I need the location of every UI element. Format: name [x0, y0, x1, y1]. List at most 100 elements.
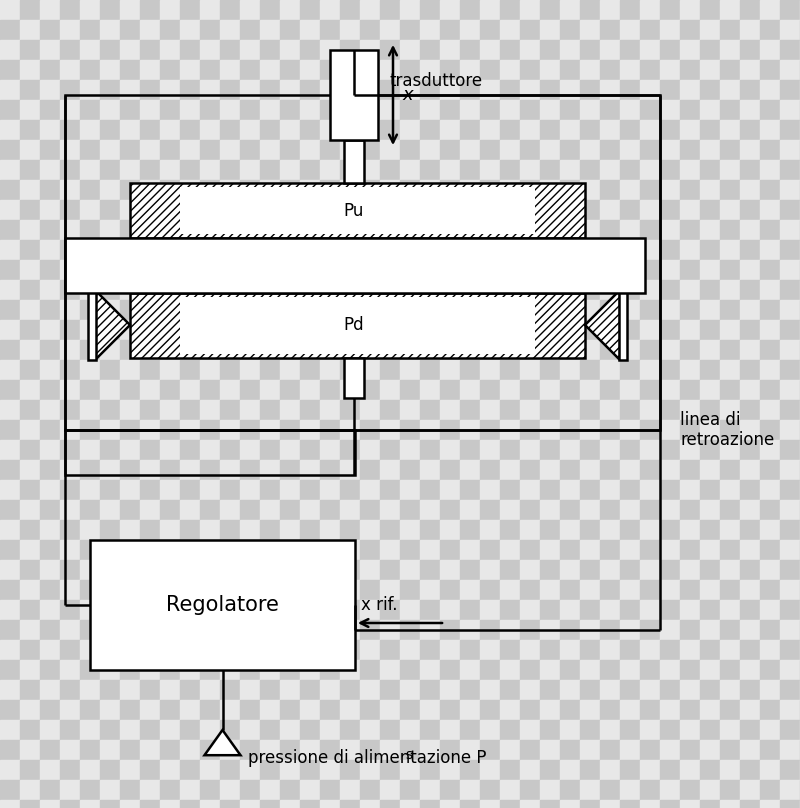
Bar: [660, 720, 680, 740]
Bar: [660, 240, 680, 260]
Bar: [220, 480, 240, 500]
Bar: [700, 320, 720, 340]
Bar: [0, 100, 20, 120]
Bar: [560, 760, 580, 780]
Bar: [180, 240, 200, 260]
Bar: [380, 720, 400, 740]
Bar: [640, 640, 660, 660]
Bar: [720, 400, 740, 420]
Bar: [240, 500, 260, 520]
Bar: [400, 300, 420, 320]
Bar: [740, 640, 760, 660]
Bar: [100, 200, 120, 220]
Bar: [300, 440, 320, 460]
Bar: [660, 340, 680, 360]
Bar: [20, 380, 40, 400]
Bar: [340, 300, 360, 320]
Bar: [280, 620, 300, 640]
Bar: [640, 660, 660, 680]
Bar: [40, 680, 60, 700]
Bar: [180, 600, 200, 620]
Bar: [260, 620, 280, 640]
Bar: [740, 720, 760, 740]
Bar: [100, 600, 120, 620]
Bar: [360, 540, 380, 560]
Bar: [20, 320, 40, 340]
Bar: [380, 20, 400, 40]
Bar: [100, 420, 120, 440]
Bar: [40, 120, 60, 140]
Bar: [180, 560, 200, 580]
Bar: [740, 700, 760, 720]
Bar: [60, 440, 80, 460]
Bar: [760, 440, 780, 460]
Bar: [340, 800, 360, 808]
Bar: [200, 720, 220, 740]
Bar: [220, 0, 240, 20]
Bar: [160, 100, 180, 120]
Bar: [160, 600, 180, 620]
Bar: [360, 440, 380, 460]
Bar: [780, 620, 800, 640]
Bar: [560, 180, 580, 200]
Bar: [220, 400, 240, 420]
Bar: [240, 40, 260, 60]
Bar: [180, 620, 200, 640]
Bar: [280, 480, 300, 500]
Bar: [340, 500, 360, 520]
Bar: [680, 800, 700, 808]
Bar: [400, 740, 420, 760]
Bar: [540, 340, 560, 360]
Text: x: x: [402, 86, 413, 104]
Bar: [720, 420, 740, 440]
Bar: [340, 740, 360, 760]
Bar: [200, 20, 220, 40]
Bar: [240, 160, 260, 180]
Bar: [120, 0, 140, 20]
Bar: [260, 360, 280, 380]
Bar: [340, 380, 360, 400]
Bar: [160, 260, 180, 280]
Bar: [20, 40, 40, 60]
Bar: [380, 320, 400, 340]
Bar: [160, 380, 180, 400]
Bar: [340, 360, 360, 380]
Bar: [200, 300, 220, 320]
Bar: [340, 40, 360, 60]
Bar: [660, 480, 680, 500]
Bar: [720, 0, 740, 20]
Bar: [600, 100, 620, 120]
Bar: [440, 0, 460, 20]
Bar: [780, 360, 800, 380]
Bar: [640, 760, 660, 780]
Bar: [300, 160, 320, 180]
Bar: [500, 580, 520, 600]
Bar: [40, 0, 60, 20]
Bar: [500, 700, 520, 720]
Bar: [740, 400, 760, 420]
Bar: [640, 60, 660, 80]
Bar: [680, 80, 700, 100]
Bar: [540, 740, 560, 760]
Bar: [80, 80, 100, 100]
Bar: [760, 480, 780, 500]
Bar: [700, 440, 720, 460]
Bar: [540, 660, 560, 680]
Bar: [80, 460, 100, 480]
Bar: [240, 360, 260, 380]
Bar: [20, 660, 40, 680]
Bar: [760, 560, 780, 580]
Bar: [220, 240, 240, 260]
Bar: [100, 240, 120, 260]
Bar: [740, 680, 760, 700]
Bar: [760, 380, 780, 400]
Bar: [600, 300, 620, 320]
Bar: [560, 780, 580, 800]
Bar: [100, 300, 120, 320]
Bar: [440, 420, 460, 440]
Bar: [360, 180, 380, 200]
Bar: [720, 640, 740, 660]
Bar: [220, 500, 240, 520]
Bar: [380, 260, 400, 280]
Bar: [740, 120, 760, 140]
